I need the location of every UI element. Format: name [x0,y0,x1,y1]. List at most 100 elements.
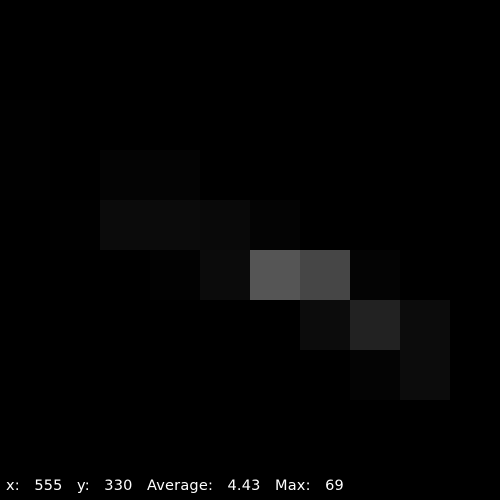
heatmap-cell [350,50,400,100]
heatmap-cell [0,200,50,250]
heatmap-cell [450,450,500,500]
heatmap-cell [50,350,100,400]
heatmap-cell [150,450,200,500]
heatmap-cell [250,350,300,400]
heatmap-cell [250,300,300,350]
heatmap-cell [0,250,50,300]
heatmap-cell [400,0,450,50]
heatmap-cell [250,150,300,200]
heatmap-cell [350,450,400,500]
heatmap-cell [0,400,50,450]
heatmap-cell [300,200,350,250]
heatmap-cell [150,50,200,100]
heatmap-cell [300,50,350,100]
x-label: x: [6,478,20,494]
average-value: 4.43 [227,478,261,494]
heatmap-cell [100,200,150,250]
y-value: 330 [104,478,133,494]
heatmap-cell [100,250,150,300]
heatmap-cell [250,200,300,250]
heatmap-cell [350,350,400,400]
heatmap-cell [400,450,450,500]
heatmap-cell [100,150,150,200]
heatmap-cell [200,350,250,400]
heatmap-cell [400,50,450,100]
heatmap-cell [100,400,150,450]
heatmap-cell [250,250,300,300]
heatmap-cell [200,100,250,150]
heatmap-cell [450,300,500,350]
x-value: 555 [34,478,63,494]
heatmap-cell [200,0,250,50]
heatmap-cell [350,250,400,300]
heatmap-cell [200,250,250,300]
heatmap-cell [200,300,250,350]
heatmap-cell [300,0,350,50]
heatmap-cell [150,400,200,450]
heatmap-cell [50,100,100,150]
heatmap-cell [350,100,400,150]
heatmap-cell [50,0,100,50]
heatmap-cell [100,100,150,150]
heatmap-cell [100,0,150,50]
heatmap-cell [400,150,450,200]
heatmap-cell [0,100,50,150]
heatmap-cell [150,150,200,200]
heatmap-cell [300,400,350,450]
heatmap-cell [200,450,250,500]
heatmap-cell [200,200,250,250]
heatmap-cell [400,350,450,400]
heatmap-cell [0,300,50,350]
heatmap-cell [100,450,150,500]
heatmap-cell [150,350,200,400]
heatmap-cell [250,400,300,450]
heatmap-cell [0,0,50,50]
heatmap-cell [150,300,200,350]
heatmap-cell [200,50,250,100]
heatmap-cell [400,300,450,350]
max-label: Max: [275,478,311,494]
heatmap-cell [450,0,500,50]
heatmap-cell [0,450,50,500]
heatmap-cell [200,150,250,200]
status-readout: x: 555 y: 330 Average: 4.43 Max: 69 [6,476,344,496]
y-label: y: [77,478,90,494]
heatmap-cell [300,300,350,350]
heatmap-cell [0,350,50,400]
heatmap-cell [250,450,300,500]
heatmap-cell [250,0,300,50]
heatmap-cell [50,300,100,350]
heatmap-cell [350,200,400,250]
heatmap-cell [300,100,350,150]
heatmap-cell [400,250,450,300]
heatmap-cell [50,250,100,300]
heatmap-cell [100,350,150,400]
heatmap-cell [100,300,150,350]
heatmap-cell [200,400,250,450]
heatmap-cell [400,100,450,150]
heatmap-cell [300,350,350,400]
heatmap-cell [450,250,500,300]
heatmap-cell [350,400,400,450]
heatmap-cell [450,50,500,100]
heatmap-cell [50,200,100,250]
max-value: 69 [325,478,344,494]
heatmap-cell [450,150,500,200]
heatmap-cell [0,150,50,200]
heatmap-cell [450,100,500,150]
heatmap-cell [100,50,150,100]
heatmap-cell [50,450,100,500]
heatmap-cell [400,400,450,450]
heatmap-cell [250,100,300,150]
heatmap-cell [450,350,500,400]
heatmap-cell [0,50,50,100]
average-label: Average: [147,478,214,494]
heatmap-cell [350,300,400,350]
heatmap-cell [150,200,200,250]
heatmap-cell [150,0,200,50]
heatmap-cell [300,250,350,300]
heatmap-cell [450,200,500,250]
heatmap-cell [50,50,100,100]
heatmap-cell [150,250,200,300]
